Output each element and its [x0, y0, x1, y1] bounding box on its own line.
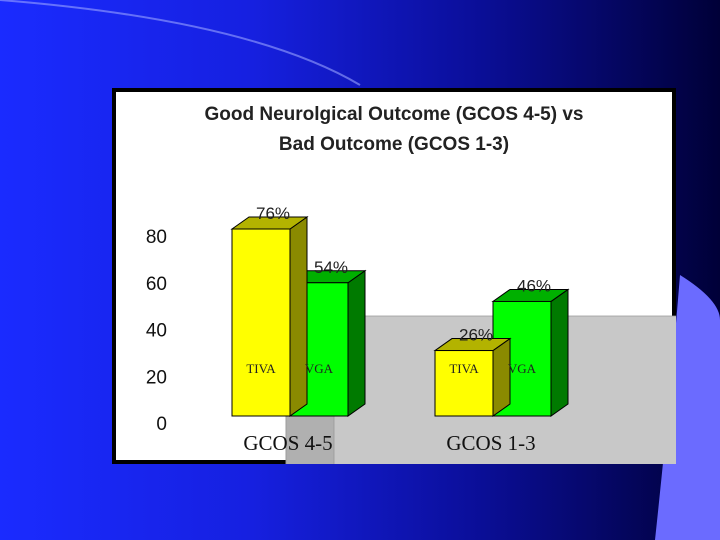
chart-title-line-2: Bad Outcome (GCOS 1-3) [278, 134, 510, 155]
data-label-vga-1: 54% [314, 258, 348, 277]
series-label-vga: VGA [508, 361, 537, 376]
bars-layer [230, 216, 570, 417]
series-label-vga: VGA [305, 361, 334, 376]
data-label-tiva-2: 26% [459, 326, 493, 345]
category-label-2: GCOS 1-3 [446, 431, 535, 455]
y-tick-label: 0 [156, 414, 167, 435]
y-tick-label: 60 [146, 274, 167, 295]
y-tick-label: 20 [146, 367, 167, 388]
bar-side [289, 216, 308, 417]
bar-side [347, 269, 366, 417]
chart-frame: 0 20 40 60 80 76% TIVA 54% VGA GCOS 4-5 26% TIVA 46… [112, 88, 676, 464]
bar-tiva-1 [230, 216, 309, 417]
chart-svg: 0 20 40 60 80 76% TIVA 54% VGA GCOS 4-5 26% TIVA 46… [116, 92, 676, 464]
ticks-layer: 0 20 40 60 80 [146, 227, 167, 435]
bar-front [434, 350, 494, 417]
y-tick-label: 40 [146, 321, 167, 342]
chart-title-line-1: Good Neurolgical Outcome (GCOS 4-5) vs [204, 104, 584, 125]
data-label-tiva-1: 76% [256, 204, 290, 223]
bar-front [231, 228, 291, 417]
bar-side [550, 288, 569, 417]
bar-tiva-2 [433, 337, 512, 417]
series-label-tiva: TIVA [449, 361, 479, 376]
decorative-arc-top [0, 0, 361, 86]
category-label-1: GCOS 4-5 [243, 431, 332, 455]
bar-side [492, 337, 511, 417]
series-label-tiva: TIVA [246, 361, 276, 376]
y-tick-label: 80 [146, 227, 167, 248]
labels-layer: 76% TIVA 54% VGA GCOS 4-5 26% TIVA 46% VGA GCOS 1… [243, 204, 551, 455]
decorative-wedge-right [655, 275, 720, 540]
data-label-vga-2: 46% [517, 276, 551, 295]
